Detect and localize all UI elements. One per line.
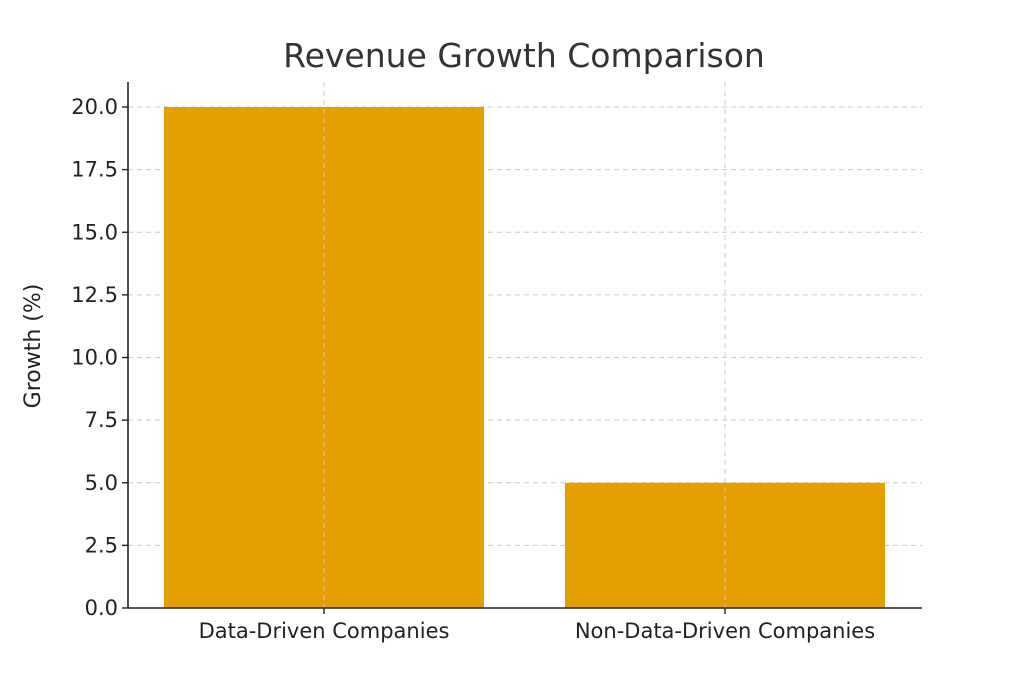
y-tick-label: 10.0	[71, 346, 118, 370]
y-tick-label: 20.0	[71, 95, 118, 119]
chart-title: Revenue Growth Comparison	[283, 36, 765, 75]
y-tick-label: 15.0	[71, 220, 118, 244]
y-tick-label: 2.5	[85, 533, 118, 557]
y-axis-ticks: 0.0 2.5 5.0 7.5 10.0 12.5 15.0 17.5 20.0	[71, 95, 128, 620]
y-tick-label: 7.5	[85, 408, 118, 432]
x-tick-label: Data-Driven Companies	[199, 619, 450, 643]
y-tick-label: 12.5	[71, 283, 118, 307]
y-tick-label: 0.0	[85, 596, 118, 620]
y-tick-label: 5.0	[85, 471, 118, 495]
x-axis-ticks: Data-Driven Companies Non-Data-Driven Com…	[199, 608, 875, 643]
y-tick-label: 17.5	[71, 158, 118, 182]
x-tick-label: Non-Data-Driven Companies	[575, 619, 875, 643]
y-axis-label: Growth (%)	[21, 284, 46, 409]
vertical-grid-lines	[323, 82, 726, 608]
